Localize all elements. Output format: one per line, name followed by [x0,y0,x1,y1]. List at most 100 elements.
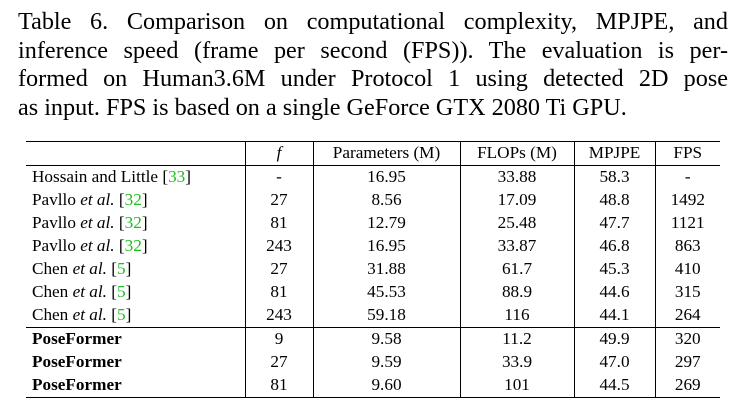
mpjpe-cell: 58.3 [573,165,655,189]
parameters-cell: 59.18 [312,304,460,328]
table-row: Pavllo et al. [32] 27 8.56 17.09 48.8 1492 [26,189,720,212]
frames-cell: 243 [244,235,313,258]
mpjpe-cell: 47.0 [573,351,655,374]
parameters-cell: 45.53 [312,281,460,304]
method-cell: Pavllo et al. [32] [32,190,148,209]
fps-cell: 320 [654,327,720,351]
citation-link[interactable]: 33 [168,167,186,186]
header-mpjpe: MPJPE [573,141,655,166]
et-al-text: et al. [72,259,107,278]
et-al-text: et al. [80,213,115,232]
method-name: PoseFormer [32,352,122,371]
table-row: Chen et al. [5] 27 31.88 61.7 45.3 410 [26,258,720,281]
method-name: Chen [32,305,69,324]
flops-cell: 33.87 [459,235,574,258]
header-fps: FPS [654,141,720,166]
method-cell: Hossain and Little [33] [32,167,191,186]
fps-cell: - [654,165,720,189]
table-row: Chen et al. [5] 81 45.53 88.9 44.6 315 [26,281,720,304]
frames-cell: 81 [244,281,313,304]
citation-link[interactable]: 5 [116,305,126,324]
method-name: Pavllo [32,190,76,209]
fps-cell: 264 [654,304,720,328]
frames-cell: 243 [244,304,313,328]
mpjpe-cell: 46.8 [573,235,655,258]
frames-cell: 27 [244,258,313,281]
parameters-cell: 16.95 [312,235,460,258]
method-name: Pavllo [32,213,76,232]
et-al-text: et al. [80,236,115,255]
parameters-cell: 8.56 [312,189,460,212]
table-row: PoseFormer 81 9.60 101 44.5 269 [26,374,720,398]
mpjpe-cell: 45.3 [573,258,655,281]
et-al-text: et al. [72,282,107,301]
fps-cell: 269 [654,374,720,398]
parameters-cell: 16.95 [312,165,460,189]
citation-link[interactable]: 32 [124,190,142,209]
mpjpe-cell: 44.1 [573,304,655,328]
flops-cell: 88.9 [459,281,574,304]
parameters-cell: 31.88 [312,258,460,281]
frames-cell: 81 [244,374,313,398]
mpjpe-cell: 47.7 [573,212,655,235]
method-cell: PoseFormer [26,374,245,398]
et-al-text: et al. [72,305,107,324]
frames-cell: 27 [244,189,313,212]
header-frames: f [244,141,313,166]
fps-cell: 410 [654,258,720,281]
table-row: Pavllo et al. [32] 81 12.79 25.48 47.7 1121 [26,212,720,235]
frames-cell: 9 [244,327,313,351]
fps-cell: 863 [654,235,720,258]
caption-line: formed on Human3.6M under Protocol 1 usi… [18,65,728,92]
flops-cell: 25.48 [459,212,574,235]
method-cell: PoseFormer [26,351,245,374]
method-cell: Chen et al. [5] [32,259,132,278]
flops-cell: 61.7 [459,258,574,281]
table-caption: Table 6. Comparison on computational com… [18,8,728,122]
mpjpe-cell: 48.8 [573,189,655,212]
fps-cell: 1492 [654,189,720,212]
fps-cell: 297 [654,351,720,374]
flops-cell: 116 [459,304,574,328]
frames-cell: - [244,165,313,189]
citation-link[interactable]: 5 [116,259,126,278]
mpjpe-cell: 44.5 [573,374,655,398]
method-cell: Chen et al. [5] [32,282,132,301]
comparison-table: f Parameters (M) FLOPs (M) MPJPE FPS Hos… [26,141,720,398]
table-row: Hossain and Little [33] -16.95 33.88 58.3- [26,165,720,189]
table-row: PoseFormer 27 9.59 33.9 47.0 297 [26,351,720,374]
method-cell: Pavllo et al. [32] [32,213,148,232]
parameters-cell: 9.58 [312,327,460,351]
citation-link[interactable]: 32 [124,236,142,255]
table-body: Hossain and Little [33] -16.95 33.88 58.3- P… [26,165,720,398]
table-row: Chen et al. [5] 243 59.18 116 44.1 264 [26,304,720,328]
citation-link[interactable]: 32 [124,213,142,232]
table-row: Pavllo et al. [32] 243 16.95 33.87 46.8 863 [26,235,720,258]
table-header-row: f Parameters (M) FLOPs (M) MPJPE FPS [26,141,720,166]
method-name: Hossain and Little [32,167,159,186]
flops-cell: 101 [459,374,574,398]
caption-line: as input. FPS is based on a single GeFor… [18,93,627,121]
et-al-text: et al. [80,190,115,209]
header-parameters: Parameters (M) [312,141,460,166]
flops-cell: 33.9 [459,351,574,374]
flops-cell: 33.88 [459,165,574,189]
header-method [26,141,245,166]
flops-cell: 17.09 [459,189,574,212]
frames-cell: 27 [244,351,313,374]
parameters-cell: 9.60 [312,374,460,398]
fps-cell: 1121 [654,212,720,235]
flops-cell: 11.2 [459,327,574,351]
method-cell: PoseFormer [26,327,245,351]
parameters-cell: 9.59 [312,351,460,374]
parameters-cell: 12.79 [312,212,460,235]
mpjpe-cell: 44.6 [573,281,655,304]
method-name: Chen [32,282,69,301]
header-flops: FLOPs (M) [459,141,574,166]
caption-line: Table 6. Comparison on computational com… [18,8,728,35]
frames-cell: 81 [244,212,313,235]
fps-cell: 315 [654,281,720,304]
citation-link[interactable]: 5 [116,282,126,301]
table-row: PoseFormer 9 9.58 11.2 49.9 320 [26,327,720,351]
